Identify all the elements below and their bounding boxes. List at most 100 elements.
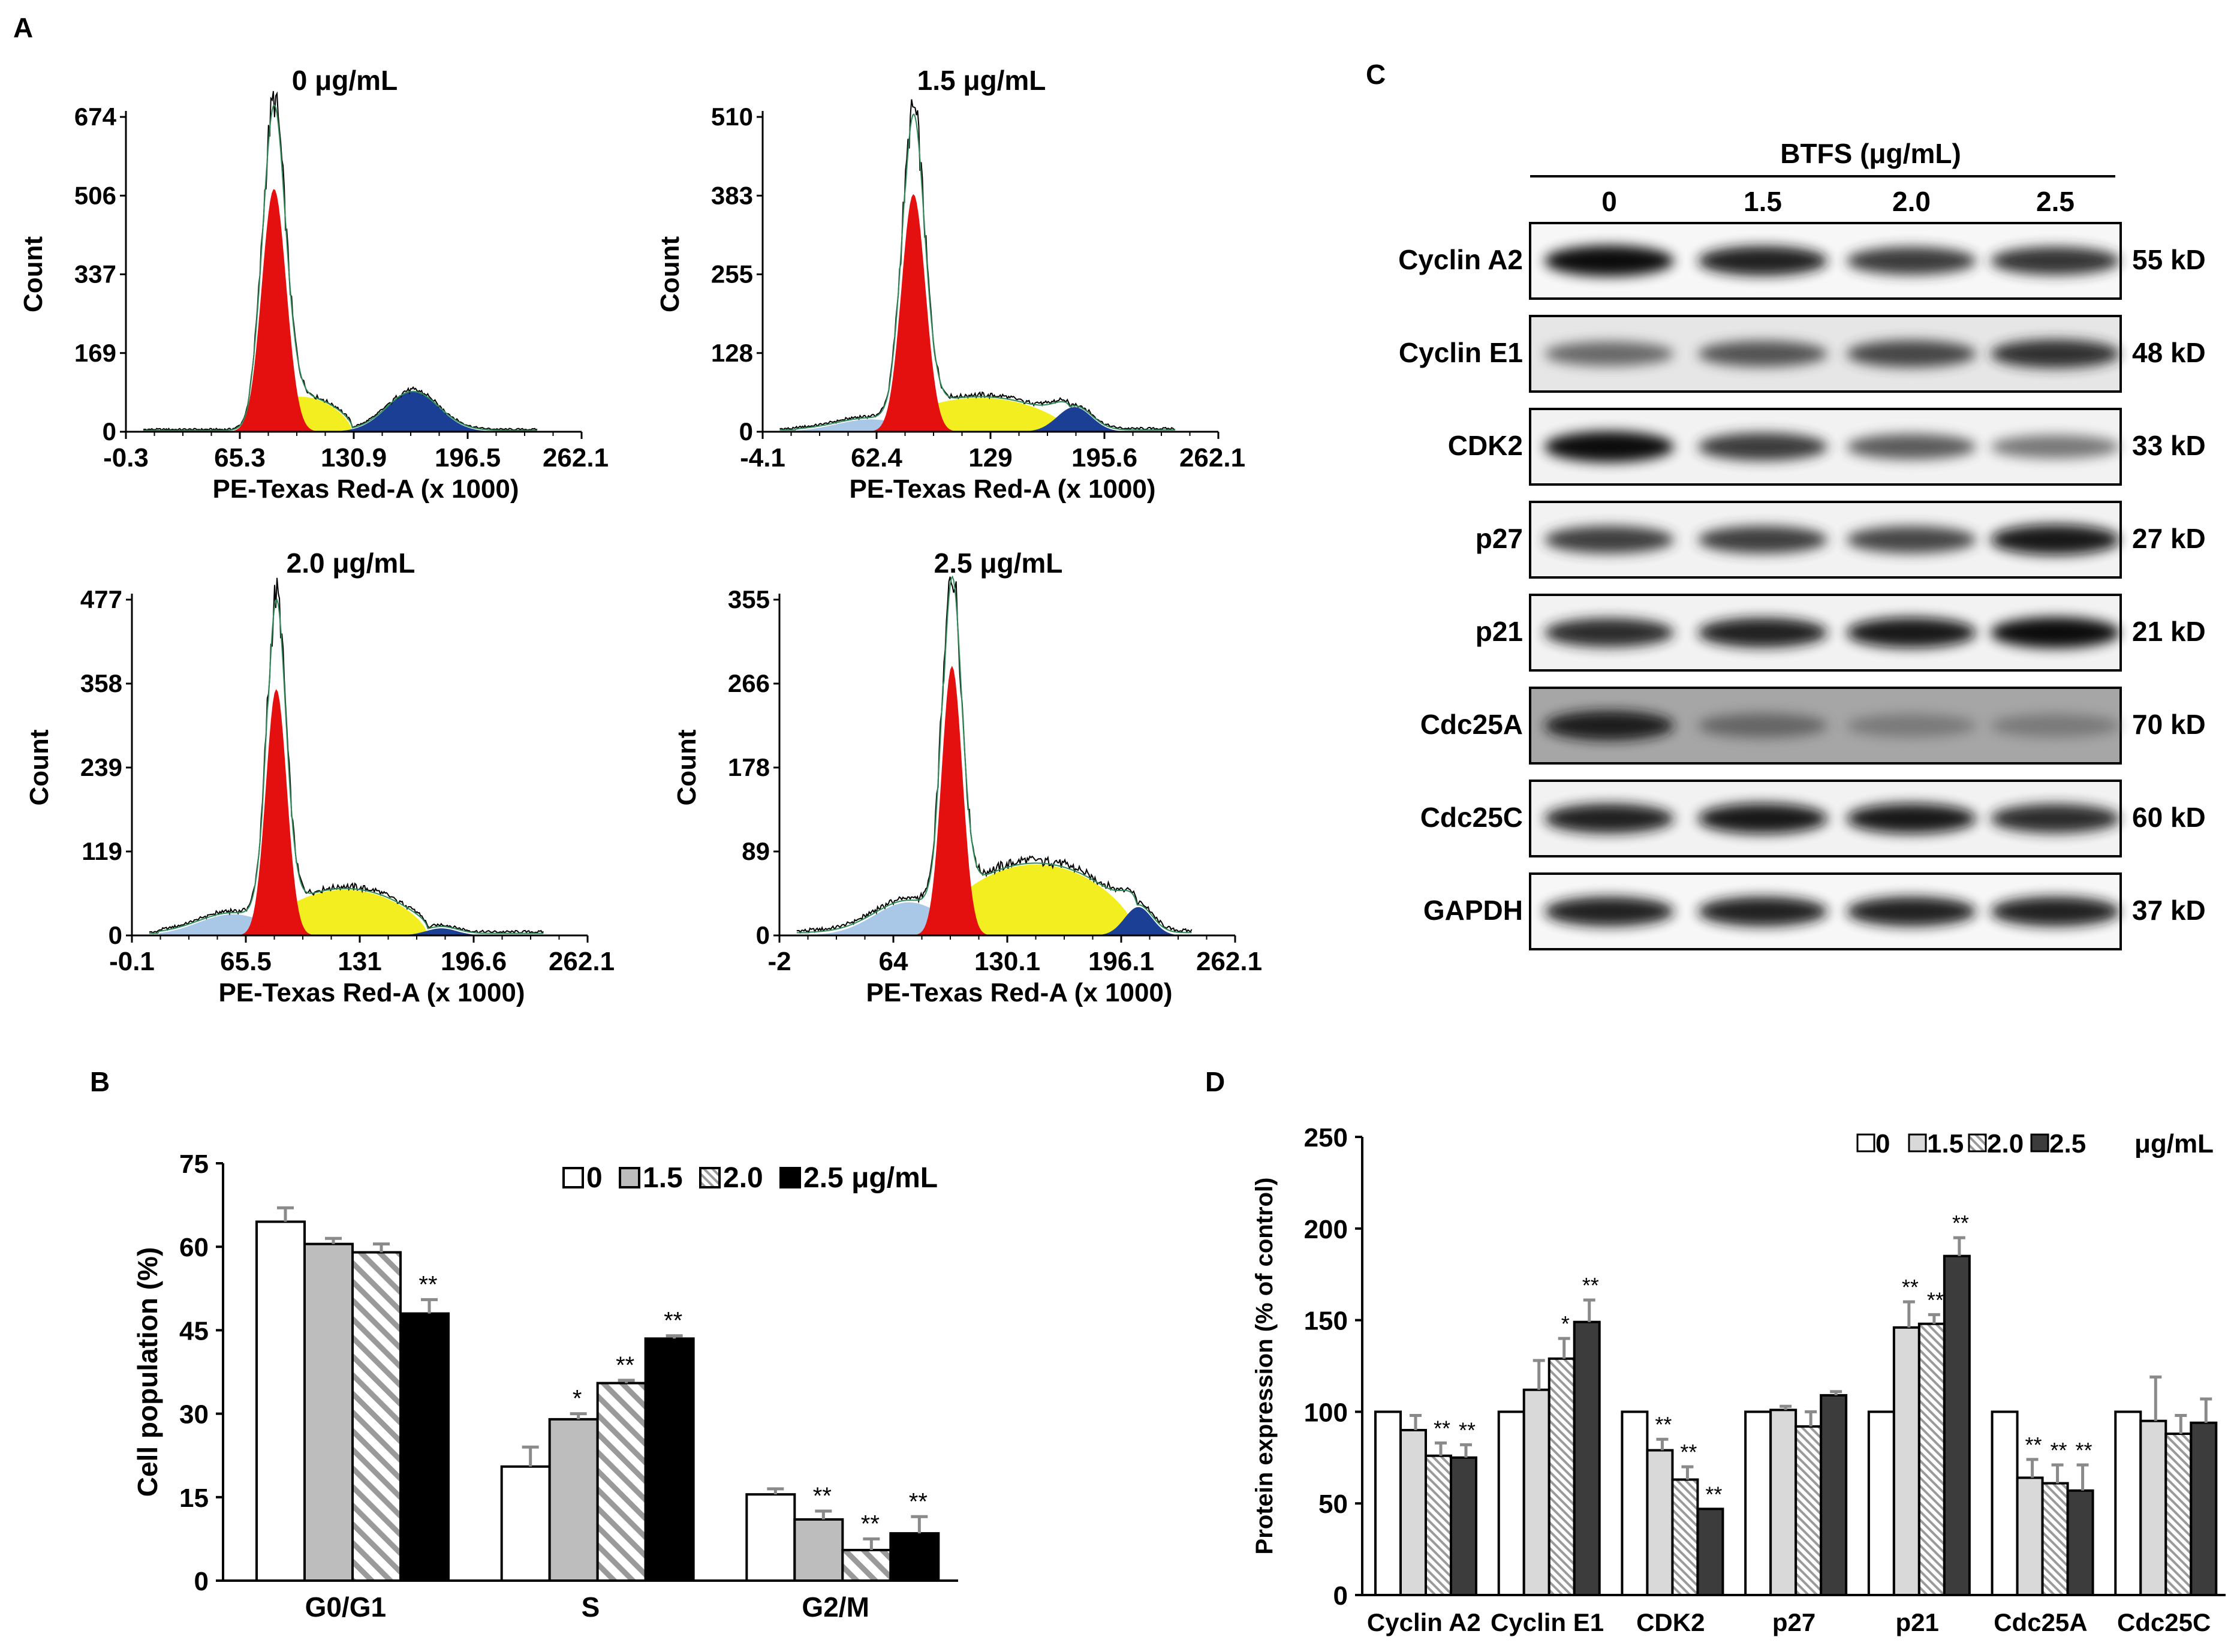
blot-row-cyclin-e1: Cyclin E1 48 kD (1399, 315, 2206, 393)
molecular-weight-label: 27 kD (2132, 523, 2206, 554)
bar-0-1 (1497, 1410, 1525, 1596)
molecular-weight-label: 21 kD (2132, 616, 2206, 647)
blot-band (1847, 896, 1976, 926)
blot-band (1544, 526, 1674, 553)
bar-15-0 (1399, 1428, 1427, 1596)
y-tick-label: 266 (728, 669, 770, 697)
bar-0-1 (500, 1465, 551, 1582)
y-tick-label: 255 (711, 260, 753, 288)
significance-label: ** (1927, 1287, 1944, 1312)
bar-15-4 (1892, 1326, 1920, 1596)
blot-row-gapdh: GAPDH 37 kD (1423, 872, 2206, 950)
legend-label: 2.0 (1987, 1129, 2024, 1158)
legend-swatch (1856, 1133, 1875, 1153)
blot-band (1544, 245, 1674, 276)
bar-20-0 (351, 1251, 402, 1582)
blot-band (1991, 339, 2120, 368)
bar-15-1 (548, 1418, 599, 1582)
lane-label: 2.0 (1892, 186, 1931, 217)
x-tick-label: 130.1 (974, 947, 1040, 976)
significance-label: ** (664, 1308, 682, 1334)
significance-label: ** (1655, 1412, 1672, 1437)
y-tick-label: 674 (74, 103, 117, 131)
blot-band (1698, 896, 1827, 926)
y-tick-label: 383 (711, 181, 753, 209)
bar-20-2 (1671, 1478, 1699, 1596)
x-tick-label: 195.6 (1071, 443, 1137, 473)
panel-letter-c: C (1366, 59, 1386, 90)
x-axis-title: PE-Texas Red-A (x 1000) (218, 978, 525, 1007)
legend-swatch (1908, 1133, 1927, 1153)
category-label: Cdc25A (1994, 1608, 2087, 1636)
bar-25-0 (1450, 1456, 1477, 1597)
y-tick-label: 178 (728, 753, 770, 781)
s-phase-peak (779, 864, 1235, 935)
blot-band (1544, 341, 1674, 366)
y-tick-label: 0 (103, 417, 116, 446)
protein-label: p21 (1476, 616, 1523, 647)
y-tick-label: 0 (739, 417, 753, 446)
histogram-2: 0 128 255 383 510 -4.1 62.4 129 195.6 262.1 PE-Tex… (655, 65, 1245, 504)
protein-label: Cyclin E1 (1399, 337, 1523, 368)
x-axis-title: PE-Texas Red-A (x 1000) (849, 474, 1155, 504)
x-tick-label: 262.1 (543, 443, 609, 473)
bar-0-5 (1991, 1410, 2019, 1596)
y-axis-title: Count (19, 236, 48, 312)
y-tick-label: 89 (742, 837, 770, 865)
y-axis-title: Protein expression (% of control) (1251, 1178, 1278, 1555)
lane-label: 1.5 (1744, 186, 1782, 217)
x-tick-label: 196.5 (435, 443, 501, 473)
bar-0-2 (1621, 1410, 1649, 1596)
x-tick-label: 196.1 (1088, 947, 1154, 976)
bar-15-6 (2139, 1419, 2167, 1596)
legend-swatch (619, 1167, 640, 1188)
category-label: Cdc25C (2117, 1608, 2211, 1636)
histogram-title: 0 μg/mL (292, 65, 398, 96)
bar-20-2 (841, 1548, 892, 1582)
g2m-peak (779, 907, 1235, 935)
y-tick-label: 119 (82, 837, 122, 865)
bar-0-0 (255, 1220, 306, 1582)
y-tick-label: 510 (711, 103, 753, 131)
bar-15-2 (1646, 1449, 1674, 1596)
panel-letter-a: A (13, 12, 33, 43)
x-tick-label: -0.1 (109, 947, 155, 976)
fit-envelope (796, 575, 1192, 934)
category-label: S (582, 1591, 600, 1623)
y-tick-label: 200 (1304, 1215, 1348, 1244)
blot-row-cdc25c: Cdc25C 60 kD (1420, 780, 2206, 857)
histogram-trace (779, 99, 1176, 431)
protein-label: Cdc25A (1420, 709, 1523, 740)
blot-band (1991, 246, 2120, 275)
x-tick-label: 196.6 (441, 947, 507, 976)
bar-15-3 (1769, 1409, 1798, 1596)
blot-band (1991, 617, 2120, 648)
molecular-weight-label: 37 kD (2132, 895, 2206, 926)
y-axis-title: Count (655, 236, 685, 312)
histogram-4: 0 89 178 266 355 -2 64 130.1 196.1 262.1 PE-Texas … (672, 547, 1262, 1007)
blot-band (1698, 713, 1827, 738)
y-tick-label: 169 (74, 339, 116, 367)
bar-0-6 (2114, 1410, 2142, 1596)
legend-label: 2.5 μg/mL (803, 1162, 938, 1194)
legend-swatch (562, 1167, 584, 1188)
x-axis-title: PE-Texas Red-A (x 1000) (212, 474, 519, 504)
protein-label: p27 (1476, 523, 1523, 554)
blot-band (1544, 896, 1674, 926)
legend-label: 1.5 (1927, 1129, 1964, 1158)
y-tick-label: 150 (1304, 1307, 1348, 1336)
y-tick-label: 355 (728, 585, 770, 613)
legend-label: 0 (586, 1162, 603, 1194)
protein-label: GAPDH (1423, 895, 1523, 926)
y-tick-label: 75 (179, 1150, 209, 1179)
bar-25-2 (1696, 1507, 1724, 1596)
y-tick-label: 250 (1304, 1123, 1348, 1153)
fit-envelope (779, 113, 1176, 431)
significance-label: ** (2076, 1438, 2093, 1463)
bar-25-3 (1820, 1394, 1848, 1596)
y-tick-label: 0 (194, 1567, 209, 1596)
significance-label: ** (616, 1352, 634, 1379)
significance-label: ** (1952, 1211, 1969, 1235)
s-phase-peak (763, 398, 1218, 432)
